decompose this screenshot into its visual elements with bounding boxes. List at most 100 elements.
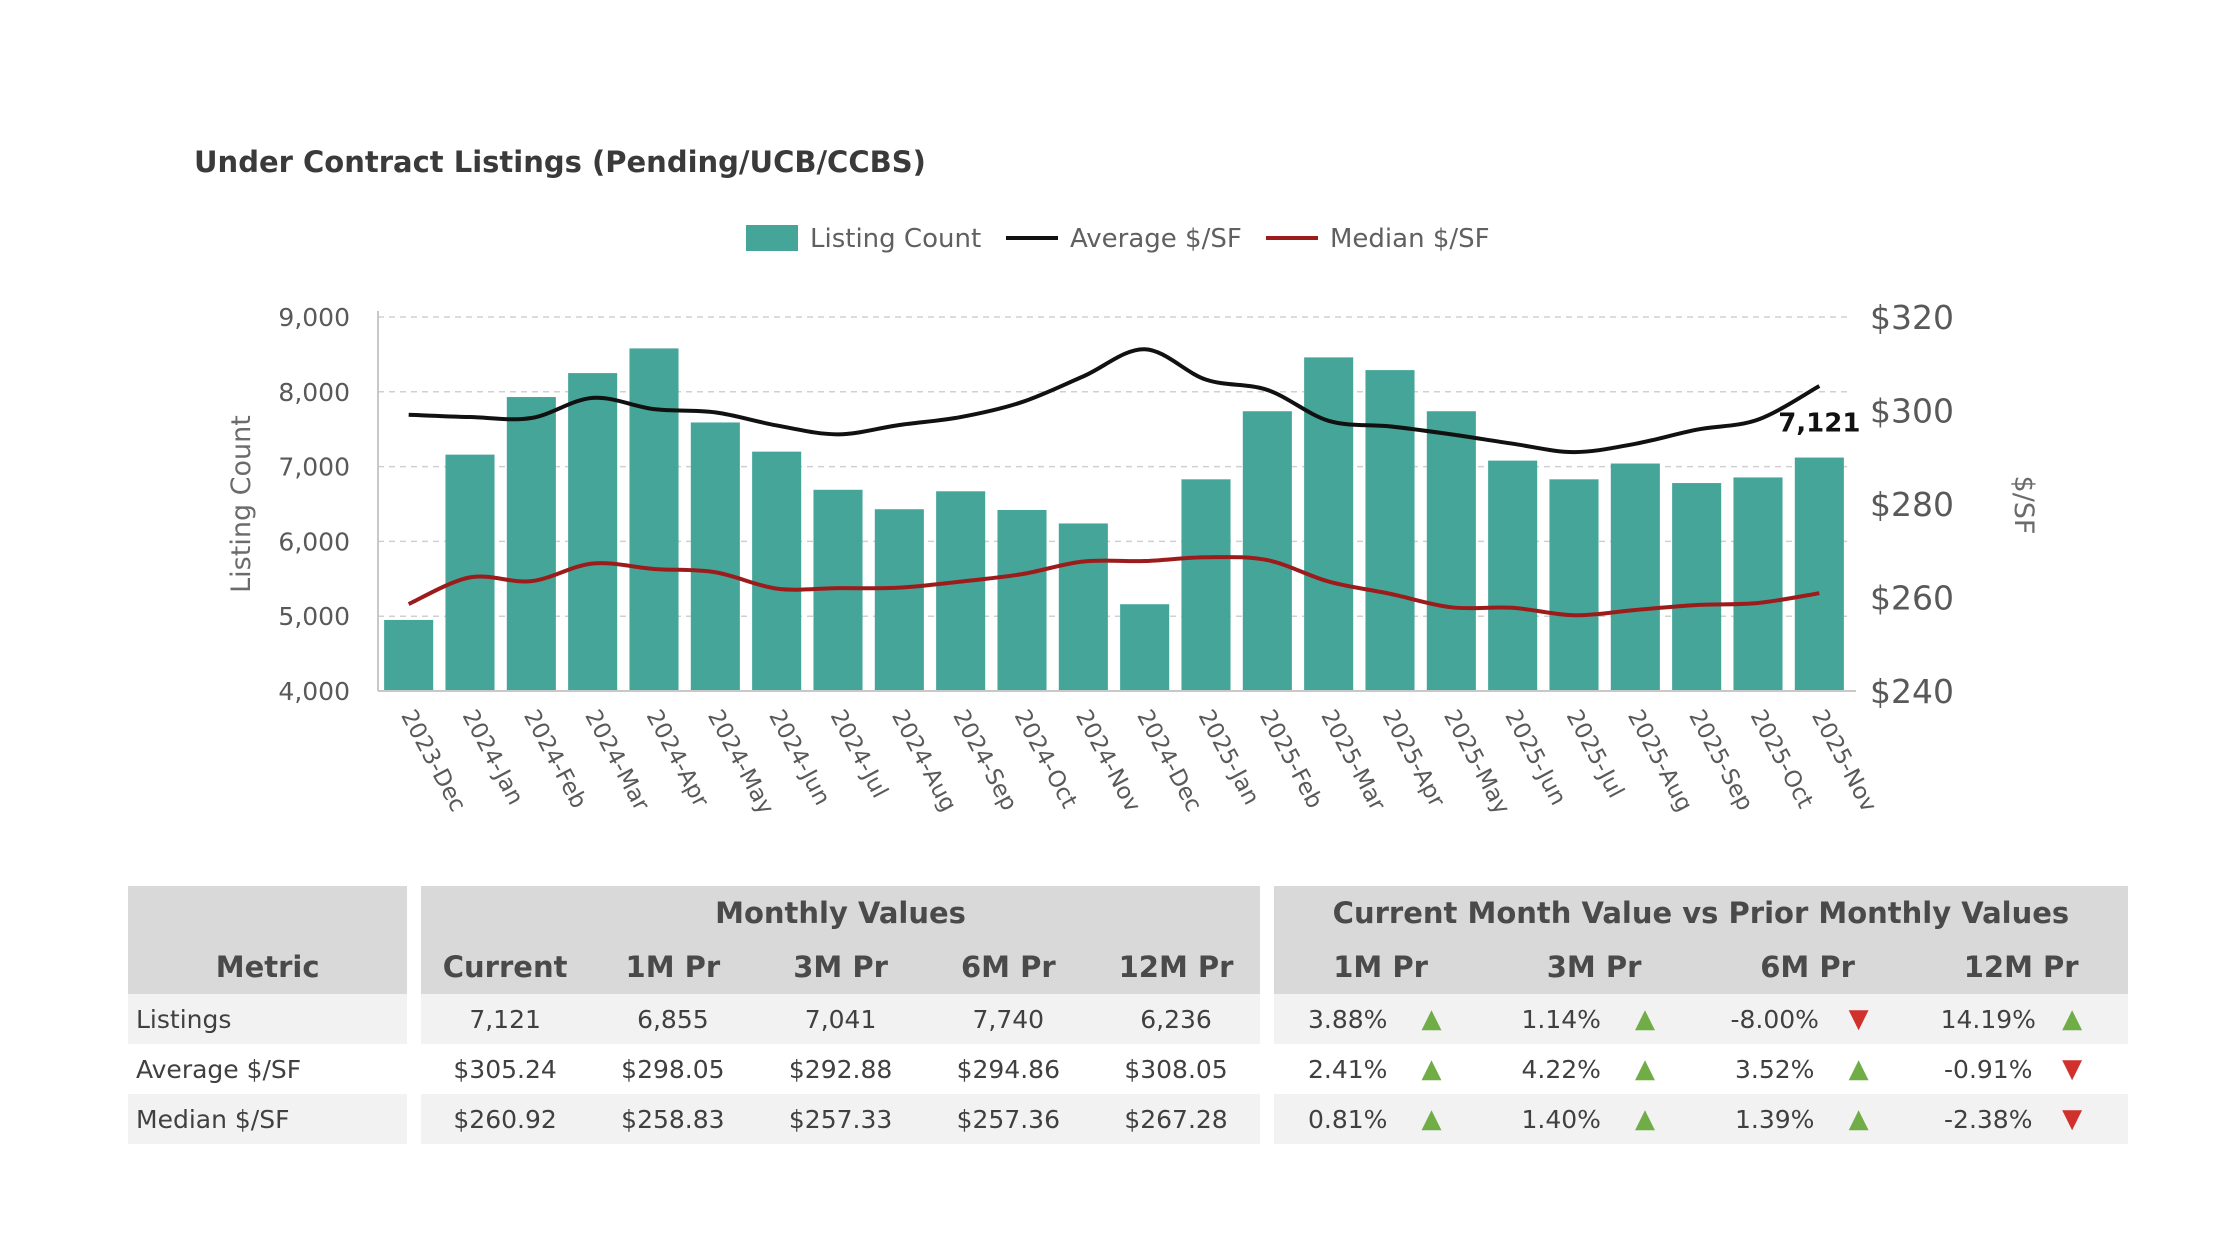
table-row: Median $/SF $260.92 $258.83 $257.33 $257.36 $… [128, 1094, 2128, 1144]
bar-2024-Mar [568, 373, 618, 691]
metric-header: Metric [128, 886, 408, 994]
pct-cell: 1.39% [1700, 1094, 1849, 1144]
pct-cell: -0.91% [1914, 1044, 2063, 1094]
arrow-up-icon: ▲ [1848, 1094, 1915, 1144]
value-cell: $257.33 [756, 1094, 925, 1144]
bar-2025-Nov [1794, 457, 1844, 691]
pct-cell: 14.19% [1914, 994, 2063, 1044]
metric-cell: Listings [128, 994, 408, 1044]
arrow-up-icon: ▲ [1848, 1044, 1915, 1094]
x-tick-label: 2025-Jul [1561, 706, 1629, 803]
monthly-col-header: 6M Pr [924, 940, 1093, 994]
monthly-col-header: 3M Pr [756, 940, 925, 994]
x-tick-label: 2024-Jul [825, 706, 893, 803]
bar-2024-Jun [752, 451, 802, 691]
y-tick-left: 4,000 [278, 677, 350, 706]
metric-cell: Median $/SF [128, 1094, 408, 1144]
pct-cell: 2.41% [1273, 1044, 1422, 1094]
compare-col-header: 12M Pr [1914, 940, 2128, 994]
arrow-up-icon: ▲ [1421, 1094, 1488, 1144]
value-cell: $258.83 [589, 1094, 757, 1144]
y-tick-right: $240 [1870, 672, 1954, 711]
pct-cell: 1.40% [1487, 1094, 1636, 1144]
pct-cell: 1.14% [1487, 994, 1636, 1044]
x-tick-label: 2025-Jan [1193, 706, 1265, 810]
x-tick-label: 2024-Feb [518, 706, 591, 813]
spacer [407, 1044, 422, 1094]
bar-2025-Feb [1242, 411, 1292, 691]
bar-2024-Jan [445, 454, 495, 691]
bar-2025-Sep [1672, 483, 1722, 691]
bar-2024-Aug [874, 509, 924, 691]
bar-2025-Jun [1488, 460, 1538, 691]
value-cell: 6,236 [1092, 994, 1260, 1044]
bar-2024-Feb [506, 397, 556, 691]
monthly-col-header: 12M Pr [1092, 940, 1260, 994]
metric-cell: Average $/SF [128, 1044, 408, 1094]
arrow-up-icon: ▲ [1635, 1094, 1701, 1144]
arrow-up-icon: ▲ [1635, 1044, 1701, 1094]
y-tick-left: 7,000 [278, 453, 350, 482]
compare-header: Current Month Value vs Prior Monthly Val… [1273, 886, 2128, 940]
monthly-col-header: 1M Pr [589, 940, 757, 994]
table-row: Average $/SF $305.24 $298.05 $292.88 $294.86… [128, 1044, 2128, 1094]
value-cell: 7,740 [924, 994, 1093, 1044]
y-tick-right: $280 [1870, 485, 1954, 524]
y-tick-right: $260 [1870, 579, 1954, 618]
axes [377, 311, 1856, 692]
value-cell: $267.28 [1092, 1094, 1260, 1144]
monthly-values-header: Monthly Values [421, 886, 1260, 940]
bar-2024-Nov [1058, 523, 1108, 691]
spacer [1259, 994, 1274, 1044]
annotations: 7,121 [1778, 409, 1860, 439]
x-tick-label: 2025-Apr [1377, 706, 1450, 812]
pct-cell: -8.00% [1700, 994, 1849, 1044]
summary-table: Metric Monthly Values Current Month Valu… [128, 886, 2128, 1144]
x-tick-label: 2025-Jun [1499, 706, 1571, 810]
pct-cell: 3.52% [1700, 1044, 1849, 1094]
arrow-down-icon: ▼ [1848, 994, 1915, 1044]
compare-col-header: 1M Pr [1273, 940, 1488, 994]
spacer [1259, 1044, 1274, 1094]
arrow-up-icon: ▲ [1421, 994, 1488, 1044]
bar-2025-May [1426, 411, 1476, 691]
bar-2024-Sep [936, 491, 986, 691]
pct-cell: -2.38% [1914, 1094, 2063, 1144]
chart-title: Under Contract Listings (Pending/UCB/CCB… [194, 145, 926, 179]
bar-2024-May [690, 422, 740, 691]
monthly-col-header: Current [421, 940, 590, 994]
bar-2025-Jul [1549, 479, 1599, 691]
y-tick-left: 9,000 [278, 303, 350, 332]
bar-2024-Dec [1120, 604, 1170, 691]
gridlines [378, 316, 1850, 617]
bar-2025-Aug [1610, 463, 1660, 691]
line-median-psf [407, 555, 1820, 618]
data-label-callout: 7,121 [1778, 409, 1860, 439]
pct-cell: 0.81% [1273, 1094, 1422, 1144]
y-tick-left: 6,000 [278, 527, 350, 556]
arrow-down-icon: ▼ [2062, 1044, 2128, 1094]
compare-col-header: 6M Pr [1700, 940, 1915, 994]
bar-2025-Jan [1181, 479, 1231, 691]
x-tick-label: 2024-Jun [763, 706, 835, 810]
x-tick-label: 2025-Feb [1254, 706, 1327, 813]
compare-col-header: 3M Pr [1487, 940, 1701, 994]
legend-label-2: Median $/SF [1330, 224, 1490, 254]
bar-2025-Apr [1365, 370, 1415, 691]
bar-2025-Mar [1304, 357, 1354, 691]
chart-legend: Listing Count Average $/SF Median $/SF [746, 224, 1490, 254]
value-cell: $292.88 [756, 1044, 925, 1094]
value-cell: $260.92 [421, 1094, 590, 1144]
pct-cell: 4.22% [1487, 1044, 1636, 1094]
table-row: Listings 7,121 6,855 7,041 7,740 6,236 3.88% ▲ 1… [128, 994, 2128, 1044]
price-lines [407, 347, 1821, 618]
y-tick-right: $300 [1870, 392, 1954, 431]
y2-axis-label: $/SF [2008, 476, 2039, 535]
listing-chart: Under Contract Listings (Pending/UCB/CCB… [194, 145, 2039, 819]
arrow-down-icon: ▼ [2062, 1094, 2128, 1144]
spacer [407, 1094, 422, 1144]
spacer [1259, 1094, 1274, 1144]
legend-label-0: Listing Count [810, 224, 981, 254]
x-tick-label: 2024-Apr [641, 706, 714, 812]
line-average-psf [408, 347, 1821, 455]
